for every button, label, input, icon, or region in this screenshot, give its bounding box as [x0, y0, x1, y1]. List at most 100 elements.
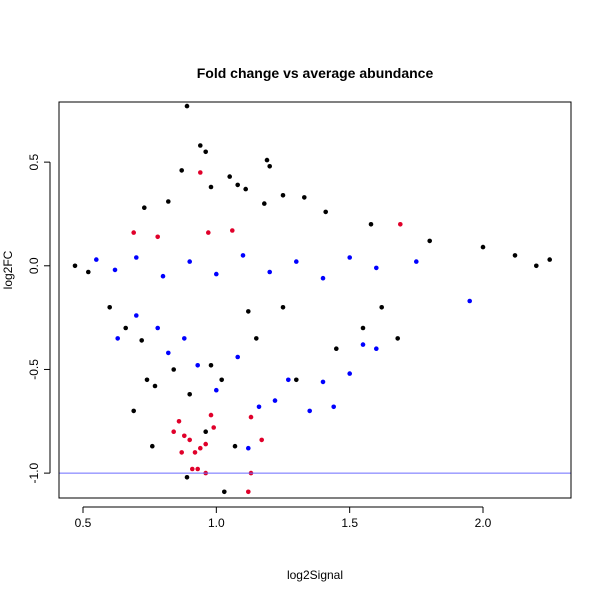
data-point: [171, 367, 176, 372]
data-point: [155, 234, 160, 240]
data-point: [139, 338, 144, 343]
data-point: [294, 259, 299, 264]
data-point: [198, 143, 203, 148]
data-point: [427, 238, 433, 244]
data-point: [368, 222, 374, 227]
data-point: [179, 450, 184, 455]
data-point: [230, 228, 235, 233]
data-point: [467, 298, 473, 304]
data-point: [259, 437, 265, 443]
data-point: [155, 325, 160, 331]
data-point: [267, 269, 273, 275]
x-tick-label: 0.5: [75, 516, 92, 530]
data-point: [240, 253, 246, 258]
data-point: [195, 466, 200, 472]
points-layer: [72, 103, 552, 495]
data-point: [171, 429, 176, 435]
data-point: [320, 379, 326, 385]
data-point: [192, 450, 198, 455]
data-point: [480, 244, 486, 250]
data-point: [331, 404, 337, 410]
data-point: [166, 350, 171, 356]
data-point: [190, 466, 195, 472]
data-point: [187, 259, 192, 264]
data-point: [219, 377, 224, 383]
data-point: [214, 387, 219, 393]
data-point: [203, 429, 208, 435]
data-point: [264, 157, 270, 163]
data-point: [203, 149, 208, 155]
data-point: [211, 425, 216, 430]
data-point: [187, 392, 192, 397]
data-point: [208, 363, 214, 368]
data-point: [86, 269, 91, 275]
data-point: [131, 230, 136, 235]
data-point: [374, 265, 379, 271]
data-point: [166, 199, 171, 204]
data-point: [512, 253, 518, 258]
data-point: [398, 222, 403, 227]
data-point: [227, 174, 232, 179]
data-point: [214, 271, 219, 277]
data-point: [243, 186, 248, 192]
x-axis-label: log2Signal: [287, 568, 343, 582]
data-point: [195, 363, 200, 368]
y-axis: -1.0 -0.5 0.0 0.5: [27, 153, 51, 483]
x-tick-label: 2.0: [475, 516, 492, 530]
data-point: [184, 475, 190, 480]
data-point: [208, 412, 214, 418]
y-tick-label: 0.5: [27, 153, 41, 170]
data-point: [534, 263, 539, 269]
data-point: [208, 184, 214, 190]
data-point: [280, 193, 286, 198]
data-point: [115, 336, 120, 341]
data-point: [374, 346, 379, 352]
data-point: [248, 414, 254, 420]
x-tick-label: 1.5: [341, 516, 358, 530]
data-point: [267, 164, 273, 169]
data-point: [179, 168, 184, 173]
data-point: [294, 377, 299, 383]
data-point: [222, 489, 227, 495]
y-tick-label: -1.0: [27, 462, 41, 483]
data-point: [246, 489, 251, 495]
data-point: [235, 182, 240, 188]
data-point: [150, 443, 155, 449]
data-point: [253, 336, 259, 341]
data-point: [107, 305, 112, 310]
data-point: [360, 342, 366, 347]
data-point: [182, 336, 187, 341]
data-point: [347, 371, 353, 376]
data-point: [323, 209, 329, 215]
data-point: [302, 195, 307, 200]
x-axis: 0.5 1.0 1.5 2.0: [75, 506, 492, 530]
data-point: [246, 445, 251, 451]
y-tick-label: 0.0: [27, 257, 41, 274]
data-point: [307, 408, 313, 414]
data-point: [123, 325, 128, 331]
data-point: [414, 259, 419, 264]
data-point: [144, 377, 150, 383]
data-point: [182, 433, 187, 439]
data-point: [280, 305, 286, 310]
data-point: [547, 257, 552, 262]
data-point: [94, 257, 99, 262]
data-point: [198, 170, 203, 175]
data-point: [198, 445, 203, 451]
data-point: [176, 419, 182, 424]
data-point: [187, 437, 192, 443]
data-point: [131, 408, 136, 414]
chart-title: Fold change vs average abundance: [197, 65, 434, 81]
data-point: [142, 205, 147, 210]
data-point: [160, 273, 166, 279]
data-point: [112, 267, 118, 273]
data-point: [206, 230, 211, 235]
data-point: [232, 443, 238, 449]
data-point: [395, 336, 401, 341]
y-tick-label: -0.5: [27, 359, 41, 380]
data-point: [134, 313, 139, 318]
data-point: [286, 377, 291, 383]
data-point: [262, 201, 267, 206]
data-point: [246, 309, 251, 314]
